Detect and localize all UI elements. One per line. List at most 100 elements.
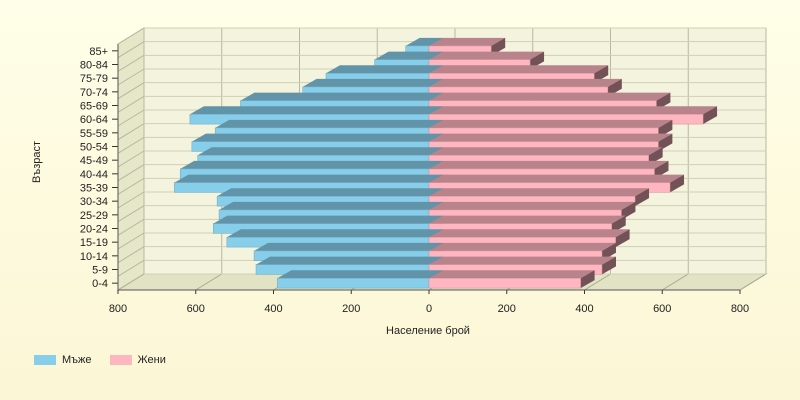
bar-female [428, 147, 663, 166]
bar-female-top [429, 147, 663, 156]
bar-male-top [174, 174, 443, 183]
wall-grid-line [117, 54, 145, 72]
floor-grid-line [661, 273, 689, 291]
x-tick-label: 200 [342, 303, 360, 315]
y-tick-label: 65-69 [80, 101, 108, 113]
bar-male-front [277, 277, 430, 289]
bar-female [428, 106, 718, 125]
bar-female-top [429, 242, 616, 251]
bar-male-top [302, 78, 443, 87]
bar-female [428, 78, 622, 98]
bar-female-top [429, 229, 630, 238]
x-tick-label: 200 [498, 303, 516, 315]
y-tick-label: 85+ [89, 46, 108, 58]
y-tick-label: 70-74 [80, 87, 108, 99]
y-tick-label: 75-79 [80, 73, 108, 85]
wall-grid-line [117, 164, 145, 182]
legend-item-female: Жени [109, 354, 166, 366]
floor-grid-line [739, 273, 767, 291]
y-axis-title: Възраст [31, 141, 43, 183]
x-tick-label: 400 [264, 303, 282, 315]
y-tick-label: 40-44 [80, 169, 108, 181]
bar-female-side [491, 37, 506, 56]
bar-female [428, 119, 673, 139]
bar-female-top [429, 188, 650, 197]
wall-grid-line [117, 68, 145, 86]
bar-female-side [648, 147, 663, 166]
y-tick-label: 20-24 [80, 224, 108, 236]
bar-male-top [277, 270, 443, 279]
bar-female-top [429, 106, 718, 115]
bar-female-top [429, 160, 669, 169]
bar-male-top [213, 215, 443, 224]
bar-male-top [240, 92, 443, 101]
bar-female-top [429, 201, 636, 210]
wall-grid-line [117, 191, 145, 209]
bar-male-top [325, 65, 443, 74]
legend-label-male: Мъже [62, 354, 92, 366]
y-tick-label: 60-64 [80, 114, 108, 126]
x-tick-label: 600 [187, 303, 205, 315]
wall-grid-line [117, 82, 145, 100]
bar-female-top [429, 119, 673, 128]
bar-female-top [429, 270, 595, 279]
y-tick-label: 10-14 [80, 251, 108, 263]
bar-female-side [656, 92, 671, 111]
bar-female-top [429, 256, 616, 265]
legend-label-female: Жени [137, 354, 166, 366]
legend-item-male: Мъже [34, 354, 92, 366]
x-axis-title: Население брой [386, 325, 470, 337]
bar-female-top [429, 65, 609, 74]
wall-grid-line [117, 259, 145, 277]
wall-grid-line [117, 232, 145, 250]
wall-grid-line [117, 150, 145, 168]
bar-female-top [429, 37, 506, 46]
x-tick-label: 800 [109, 303, 127, 315]
x-tick-labels: 800 600 400 200 0 200 400 600 800 [109, 289, 749, 315]
wall-grid-line [117, 95, 145, 113]
y-tick-label: 30-34 [80, 196, 108, 208]
bar-female-top [429, 92, 671, 101]
bar-female-side [601, 256, 616, 275]
wall-grid-line [117, 41, 145, 59]
wall-grid-line [117, 177, 145, 195]
legend: Мъже Жени [34, 354, 166, 366]
bar-female [428, 65, 609, 84]
y-tick-label: 50-54 [80, 142, 108, 154]
bar-female-side [611, 215, 626, 234]
y-tick-label: 15-19 [80, 237, 108, 249]
bar-male-top [189, 106, 443, 115]
bar-male-top [217, 188, 443, 197]
x-tick-label: 400 [575, 303, 593, 315]
bar-female-side [615, 229, 630, 248]
wall-grid-line [117, 273, 145, 291]
bar-female-side [654, 160, 669, 179]
wall-grid-line [117, 27, 145, 45]
y-tick-label: 55-59 [80, 128, 108, 140]
bar-female-side [635, 188, 650, 207]
bar-male-top [256, 256, 443, 265]
wall-grid-line [117, 109, 145, 127]
bar-female [428, 270, 595, 289]
y-tick-label: 5-9 [92, 265, 108, 277]
bar-male-top [197, 147, 443, 156]
bar-female-top [429, 133, 673, 142]
bar-female-side [580, 270, 595, 289]
bar-female-side [530, 51, 545, 70]
bar-male-top [191, 133, 443, 142]
bar-female-side [703, 106, 718, 125]
wall-grid-line [117, 218, 145, 236]
y-tick-label: 45-49 [80, 155, 108, 167]
wall-grid-line [117, 136, 145, 154]
bars-group [174, 37, 718, 289]
floor-grid-line [195, 273, 223, 291]
y-tick-label: 25-29 [80, 210, 108, 222]
bar-male-top [219, 201, 443, 210]
floor-grid-line [584, 273, 611, 291]
bar-male-top [226, 229, 443, 238]
x-tick-label: 0 [426, 303, 432, 315]
bar-female-top [429, 51, 545, 60]
bar-female [428, 37, 506, 57]
y-tick-label: 80-84 [80, 60, 108, 72]
